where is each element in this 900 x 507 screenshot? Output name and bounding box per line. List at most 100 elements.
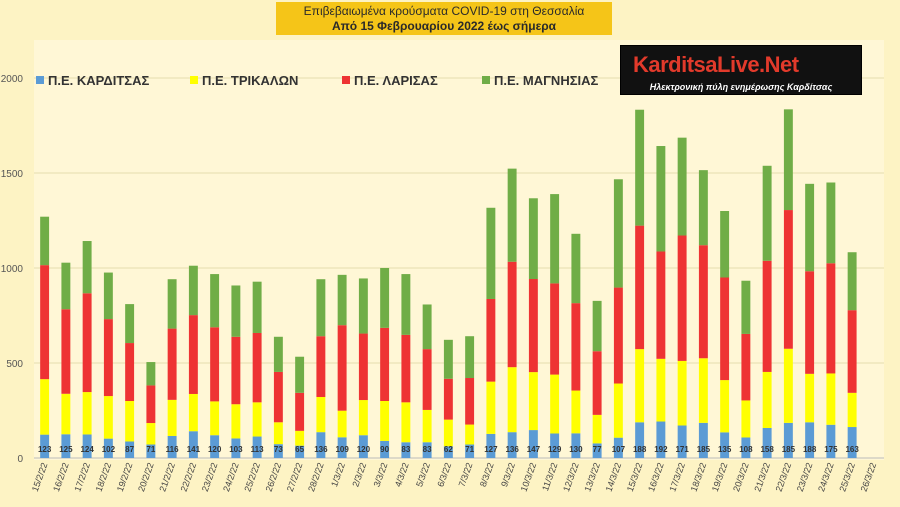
data-label: 107 <box>612 445 626 454</box>
bar-segment <box>783 422 793 458</box>
bar-segment <box>656 358 666 422</box>
bar-segment <box>465 444 475 458</box>
bar-segment <box>380 327 390 401</box>
bar-segment <box>805 183 815 272</box>
data-label: 124 <box>80 445 94 454</box>
bar-segment <box>783 210 793 349</box>
bar-segment <box>82 241 92 294</box>
bar-segment <box>273 422 283 445</box>
bar-segment <box>592 443 602 458</box>
bar-segment <box>40 265 50 380</box>
bar-segment <box>656 146 666 252</box>
bar-segment <box>61 393 71 435</box>
bar-segment <box>103 396 113 439</box>
bar-segment <box>146 444 156 458</box>
bar-segment <box>401 402 411 443</box>
x-tick-label: 27/2/22 <box>285 461 305 493</box>
data-label: 175 <box>824 445 838 454</box>
legend-swatch <box>36 76 44 84</box>
data-label: 87 <box>125 445 134 454</box>
bar-segment <box>762 260 772 372</box>
bar-segment <box>571 433 581 458</box>
bar-segment <box>443 339 453 379</box>
x-tick-label: 8/3/22 <box>478 461 496 488</box>
legend-label: Π.Ε. ΤΡΙΚΑΛΩΝ <box>202 73 298 88</box>
bar-segment <box>635 109 645 226</box>
x-tick-label: 1/3/22 <box>329 461 347 488</box>
bar-segment <box>613 437 623 458</box>
bar-segment <box>167 399 177 436</box>
bar-segment <box>528 430 538 458</box>
bar-segment <box>125 343 135 401</box>
bar-segment <box>465 378 475 425</box>
data-label: 83 <box>423 445 432 454</box>
x-tick-label: 5/3/22 <box>414 461 432 488</box>
bar-segment <box>677 360 687 426</box>
data-label: 158 <box>760 445 774 454</box>
y-tick-label: 500 <box>6 359 23 370</box>
bar-segment <box>698 422 708 458</box>
bar-segment <box>380 401 390 441</box>
bar-segment <box>188 265 198 316</box>
bar-segment <box>443 446 453 458</box>
bar-segment <box>337 410 347 438</box>
bar-segment <box>762 165 772 261</box>
x-tick-label: 25/2/22 <box>242 461 262 493</box>
bar-segment <box>61 309 71 394</box>
bar-segment <box>358 435 368 458</box>
bar-segment <box>61 262 71 310</box>
bar-segment <box>82 293 92 393</box>
logo-tagline: Ηλεκτρονική πύλη ενημέρωσης Καρδίτσας <box>649 82 833 92</box>
bar-segment <box>613 383 623 438</box>
bar-segment <box>698 170 708 246</box>
x-tick-label: 14/3/22 <box>604 461 624 493</box>
data-label: 102 <box>102 445 116 454</box>
x-tick-label: 19/2/22 <box>115 461 135 493</box>
x-tick-label: 23/3/22 <box>795 461 815 493</box>
bar-segment <box>188 393 198 432</box>
bar-segment <box>826 424 836 458</box>
data-label: 141 <box>187 445 201 454</box>
bar-segment <box>146 423 156 445</box>
bar-segment <box>805 422 815 458</box>
bar-segment <box>422 442 432 458</box>
x-tick-label: 21/3/22 <box>752 461 772 493</box>
bar-segment <box>422 304 432 350</box>
x-tick-label: 23/2/22 <box>200 461 220 493</box>
bar-segment <box>847 392 857 428</box>
bar-segment <box>571 303 581 391</box>
x-tick-label: 10/3/22 <box>519 461 539 493</box>
bar-segment <box>210 435 220 458</box>
bar-segment <box>677 235 687 361</box>
bar-segment <box>720 432 730 458</box>
y-tick-label: 2000 <box>1 74 24 85</box>
bar-segment <box>103 272 113 320</box>
x-tick-label: 26/2/22 <box>264 461 284 493</box>
bar-segment <box>486 433 496 458</box>
bar-segment <box>401 334 411 403</box>
x-tick-label: 28/2/22 <box>306 461 326 493</box>
bar-segment <box>550 194 560 284</box>
data-label: 130 <box>569 445 583 454</box>
bar-segment <box>273 336 283 372</box>
data-label: 109 <box>335 445 349 454</box>
data-label: 71 <box>146 445 155 454</box>
bar-segment <box>380 268 390 328</box>
bar-segment <box>295 445 305 458</box>
bar-segment <box>528 372 538 431</box>
bar-segment <box>82 434 92 458</box>
bar-segment <box>592 351 602 415</box>
data-label: 123 <box>38 445 52 454</box>
x-tick-label: 17/2/22 <box>72 461 92 493</box>
bar-segment <box>103 319 113 397</box>
bar-segment <box>210 327 220 402</box>
bar-segment <box>401 274 411 335</box>
bar-segment <box>698 245 708 359</box>
bar-segment <box>167 435 177 458</box>
bar-segment <box>443 419 453 447</box>
data-label: 188 <box>803 445 817 454</box>
data-label: 62 <box>444 445 453 454</box>
x-tick-label: 2/3/22 <box>350 461 368 488</box>
bar-segment <box>571 390 581 434</box>
